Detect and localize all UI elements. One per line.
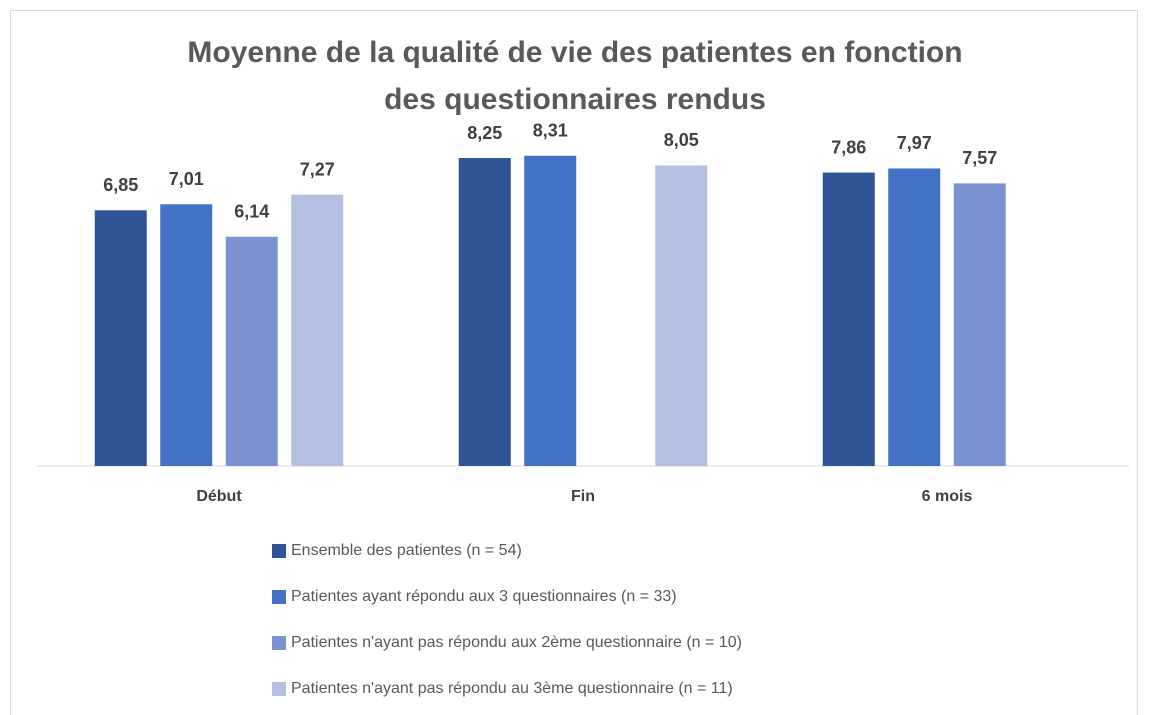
data-label: 7,97 — [897, 133, 932, 153]
chart-title: Moyenne de la qualité de vie des patient… — [187, 36, 962, 69]
bar — [953, 183, 1006, 467]
bar — [291, 194, 344, 466]
legend-label: Patientes n'ayant pas répondu au 3ème qu… — [291, 680, 733, 697]
bar — [458, 158, 511, 466]
data-label: 6,14 — [234, 202, 269, 222]
data-label: 7,57 — [962, 148, 997, 168]
x-tick-label: Fin — [571, 488, 595, 505]
bar — [524, 155, 577, 466]
bar — [888, 168, 941, 466]
legend-swatch — [272, 590, 286, 604]
x-tick-label: 6 mois — [922, 488, 973, 505]
x-tick-label: Début — [196, 488, 242, 505]
data-label: 7,86 — [831, 137, 866, 157]
bar — [94, 210, 147, 466]
data-label: 6,85 — [103, 175, 138, 195]
bar — [160, 204, 213, 466]
chart-title: des questionnaires rendus — [384, 83, 766, 116]
legend-swatch — [272, 636, 286, 650]
data-label: 8,25 — [467, 123, 502, 143]
data-label: 8,31 — [533, 121, 568, 141]
bar — [822, 172, 875, 466]
bar — [655, 165, 708, 466]
bar — [225, 236, 278, 466]
data-label: 7,27 — [300, 159, 335, 179]
data-label: 8,05 — [664, 130, 699, 150]
legend-label: Patientes n'ayant pas répondu aux 2ème q… — [291, 634, 742, 651]
legend-label: Patientes ayant répondu aux 3 questionna… — [291, 588, 677, 605]
legend-swatch — [272, 682, 286, 696]
data-label: 7,01 — [169, 169, 204, 189]
legend-label: Ensemble des patientes (n = 54) — [291, 542, 522, 559]
legend-swatch — [272, 544, 286, 558]
